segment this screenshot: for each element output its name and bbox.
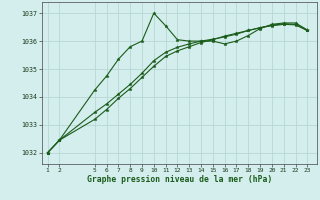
X-axis label: Graphe pression niveau de la mer (hPa): Graphe pression niveau de la mer (hPa)	[87, 175, 272, 184]
